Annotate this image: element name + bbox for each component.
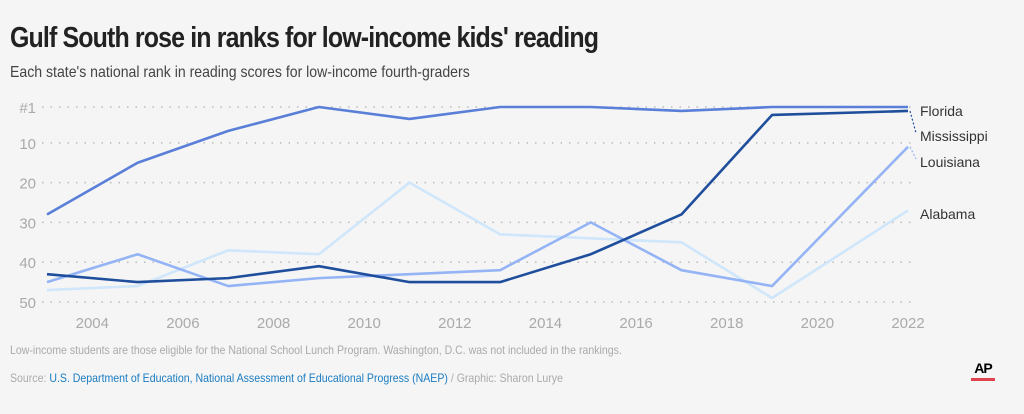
footnote: Low-income students are those eligible f… xyxy=(10,343,622,357)
chart-subtitle: Each state's national rank in reading sc… xyxy=(10,64,470,81)
series-line-mississippi xyxy=(46,109,909,284)
x-tick-label: 2018 xyxy=(710,315,743,332)
y-tick-label: 40 xyxy=(19,255,36,272)
x-tick-label: 2008 xyxy=(257,315,290,332)
ap-logo-bar xyxy=(971,378,995,381)
x-tick-label: 2012 xyxy=(438,315,471,332)
ap-logo: AP xyxy=(971,360,995,381)
series-label-mississippi: Mississippi xyxy=(920,128,988,144)
ap-logo-text: AP xyxy=(974,360,992,376)
label-leader xyxy=(909,110,917,134)
x-tick-label: 2022 xyxy=(891,315,924,332)
x-tick-label: 2014 xyxy=(529,315,562,332)
x-tick-label: 2010 xyxy=(348,315,381,332)
source-label: Source: xyxy=(10,371,47,385)
x-tick-label: 2006 xyxy=(166,315,199,332)
series-line-louisiana xyxy=(46,145,909,288)
series-label-louisiana: Louisiana xyxy=(920,154,980,170)
series-line-florida xyxy=(46,105,908,216)
y-tick-label: 20 xyxy=(19,176,36,193)
line-chart: #1 10 20 30 40 50 2004 2006 2008 2010 2012 2014 2016… xyxy=(19,100,988,332)
x-tick-label: 2020 xyxy=(801,315,834,332)
x-tick-label: 2004 xyxy=(76,315,109,332)
series-line-alabama xyxy=(46,181,909,300)
y-tick-label: 50 xyxy=(19,295,36,312)
y-tick-label: 30 xyxy=(19,215,36,232)
series-label-florida: Florida xyxy=(920,103,963,119)
graphic-credit: / Graphic: Sharon Lurye xyxy=(450,371,563,385)
source-link[interactable]: U.S. Department of Education, National A… xyxy=(49,371,448,385)
chart-title: Gulf South rose in ranks for low-income … xyxy=(10,22,599,54)
label-leader xyxy=(909,146,917,160)
source-line: Source: U.S. Department of Education, Na… xyxy=(10,371,563,385)
series-label-alabama: Alabama xyxy=(920,206,975,222)
y-tick-label: #1 xyxy=(19,100,36,117)
x-tick-label: 2016 xyxy=(619,315,652,332)
y-tick-label: 10 xyxy=(19,136,36,153)
